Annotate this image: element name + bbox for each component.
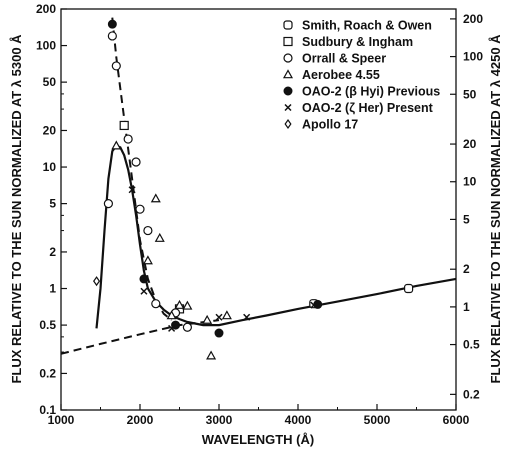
x-marker-stroke [310, 301, 318, 309]
data-points [93, 19, 414, 360]
legend-marker-circle [283, 53, 293, 63]
data-point-circle [135, 204, 145, 214]
y-left-tick-label: 100 [36, 39, 56, 53]
data-point-filled-circle [214, 328, 224, 338]
y-right-tick-label: 1 [463, 300, 470, 314]
y-left-tick-label: 0.2 [39, 366, 56, 380]
data-point-triangle [111, 140, 122, 150]
data-point-circle [151, 299, 161, 309]
data-point-filled-circle [107, 19, 117, 29]
x-marker-stroke [128, 186, 136, 194]
x-axis-label: WAVELENGTH (Å) [202, 432, 314, 447]
data-point-triangle [182, 300, 193, 310]
x-marker-stroke [284, 103, 292, 112]
legend-marker-filled-circle [283, 86, 293, 96]
y-left-tick-label: 10 [43, 160, 57, 174]
data-point-triangle [150, 193, 161, 203]
data-point-circle [103, 199, 114, 209]
legend-marker-rounded-square [283, 20, 293, 30]
x-tick-label: 5000 [364, 413, 391, 427]
data-point-triangle [202, 314, 213, 324]
data-point-x [140, 287, 148, 295]
data-point-circle [111, 61, 121, 71]
data-point-circle [143, 225, 153, 236]
y-right-tick-label: 50 [463, 87, 477, 101]
data-point-x [310, 301, 318, 309]
data-point-square [119, 120, 129, 131]
y-right-tick-label: 200 [463, 12, 483, 26]
data-point-circle [107, 31, 117, 41]
y-left-tick-label: 2 [49, 245, 56, 259]
legend-entry: OAO-2 (β Hyi) Previous [302, 85, 440, 99]
x-marker-stroke [168, 324, 176, 332]
y-axis-label-right: FLUX RELATIVE TO THE SUN NORMALIZED AT λ… [488, 34, 503, 384]
data-point-triangle [166, 310, 177, 320]
data-point-circle [131, 157, 141, 167]
data-point-diamond [93, 276, 101, 287]
data-point-rounded-square [404, 283, 414, 294]
y-right-tick-label: 10 [463, 175, 477, 189]
y-right-tick-label: 0.5 [463, 338, 480, 352]
legend-marker-square [283, 36, 293, 47]
data-point-x [243, 313, 251, 321]
curve-solid [95, 144, 457, 329]
legend-marker-triangle [282, 69, 294, 79]
data-point-triangle [142, 255, 153, 265]
data-point-x [168, 324, 176, 332]
curve-dashed [60, 319, 220, 355]
legend-marker-x [284, 103, 292, 112]
x-marker-stroke [140, 287, 148, 295]
data-point-x [215, 313, 223, 321]
legend-entry: Apollo 17 [302, 118, 358, 132]
x-axis: 1000 2000 3000 4000 5000 6000 [48, 404, 470, 427]
data-point-triangle [174, 299, 185, 309]
y-left-tick-label: 20 [43, 123, 57, 137]
legend-entry: Orrall & Speer [302, 52, 386, 66]
y-left-tick-label: 0.5 [39, 318, 56, 332]
data-point-triangle [221, 310, 232, 320]
y-right-tick-label: 20 [463, 137, 477, 151]
data-point-triangle [206, 350, 217, 360]
y-left-tick-label: 5 [49, 197, 56, 211]
x-marker-stroke [243, 313, 251, 321]
x-tick-label: 1000 [48, 413, 75, 427]
y-left-tick-label: 200 [36, 2, 56, 16]
legend: Smith, Roach & Owen Sudbury & Ingham Orral… [282, 19, 440, 132]
y-left-tick-label: 1 [49, 282, 56, 296]
legend-marker-diamond [284, 118, 292, 130]
y-left-tick-label: 0.1 [39, 403, 56, 417]
data-point-filled-circle [139, 274, 149, 284]
legend-entry: Sudbury & Ingham [302, 35, 413, 49]
y-right-tick-label: 100 [463, 50, 483, 64]
data-point-circle [182, 322, 192, 332]
y-right-tick-label: 0.2 [463, 387, 480, 401]
x-tick-label: 2000 [127, 413, 154, 427]
legend-entry: Aerobee 4.55 [302, 68, 380, 82]
data-point-circle [123, 134, 133, 144]
x-tick-label: 3000 [206, 413, 233, 427]
legend-entry: OAO-2 (ζ Her) Present [302, 101, 434, 115]
y-right-tick-label: 2 [463, 262, 470, 276]
y-axis-right: 0.2 0.5 1 2 5 10 20 50 100 200 [450, 12, 483, 401]
y-axis-label-left: FLUX RELATIVE TO THE SUN NORMALIZED AT λ… [9, 34, 24, 384]
x-marker-stroke [215, 313, 223, 321]
y-axis-left: 0.1 0.2 0.5 1 2 5 10 20 50 100 200 [36, 2, 67, 417]
data-point-triangle [154, 232, 165, 242]
x-tick-label: 6000 [443, 413, 470, 427]
curve-dashed [111, 17, 173, 321]
y-right-tick-label: 5 [463, 212, 470, 226]
x-tick-label: 4000 [285, 413, 312, 427]
legend-entry: Smith, Roach & Owen [302, 19, 432, 33]
y-left-tick-label: 50 [43, 75, 57, 89]
data-point-x [128, 186, 136, 194]
plot-frame [60, 8, 457, 411]
